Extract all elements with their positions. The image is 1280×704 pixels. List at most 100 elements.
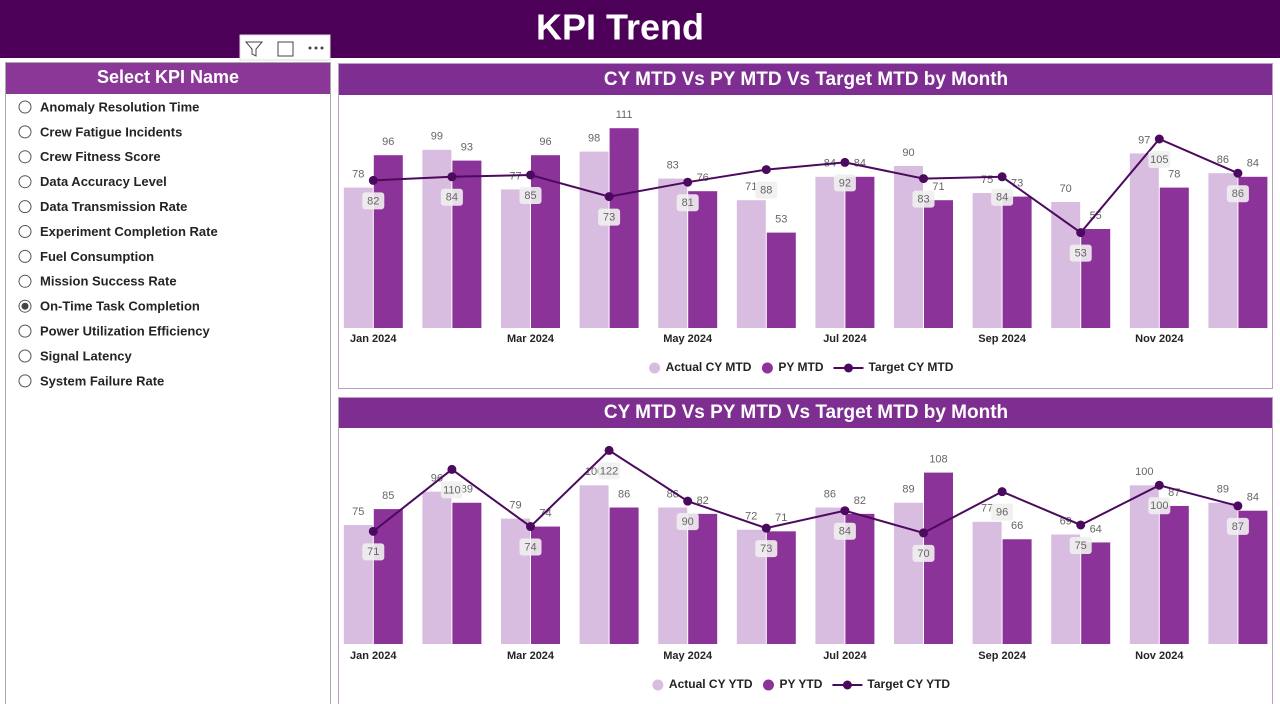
data-label: 81 — [682, 197, 694, 209]
x-tick-label: Nov 2024 — [1135, 650, 1184, 662]
slicer-option[interactable]: Data Transmission Rate — [40, 199, 187, 214]
x-tick-label: Sep 2024 — [978, 333, 1027, 345]
bar — [924, 200, 953, 328]
data-label: 83 — [667, 160, 679, 172]
legend-label: Target CY MTD — [869, 360, 954, 374]
data-label: 86 — [824, 488, 836, 500]
data-label: 78 — [352, 169, 364, 181]
target-line — [373, 137, 1239, 234]
data-label: 122 — [600, 465, 618, 477]
slicer-option[interactable]: Mission Success Rate — [40, 274, 177, 289]
slicer-option[interactable]: Anomaly Resolution Time — [40, 99, 199, 114]
data-label: 96 — [996, 507, 1008, 519]
slicer-option[interactable]: Power Utilization Efficiency — [40, 324, 211, 339]
data-label: 84 — [446, 192, 458, 204]
chart: Jan 2024 Mar 2024 May 2024 Jul 2024 Sep 2024… — [343, 109, 1268, 374]
data-label: 110 — [443, 484, 461, 496]
data-label-bg — [440, 481, 463, 499]
radio-button[interactable] — [18, 100, 32, 114]
radio-button[interactable] — [18, 225, 32, 238]
data-label-bg — [1148, 497, 1171, 515]
legend-marker — [842, 680, 852, 690]
filter-icon[interactable] — [244, 41, 264, 57]
data-label: 73 — [760, 543, 772, 555]
data-label-bg — [912, 190, 935, 208]
data-label-bg — [833, 174, 856, 192]
bar — [845, 176, 875, 328]
legend-label: Actual CY YTD — [669, 677, 753, 691]
bar — [343, 187, 373, 328]
radio-button[interactable] — [18, 274, 32, 288]
radio-button[interactable] — [18, 200, 32, 214]
data-label: 70 — [917, 548, 929, 560]
target-point — [919, 174, 928, 184]
chart: Jan 2024 Mar 2024 May 2024 Jul 2024 Sep 2024… — [343, 445, 1268, 691]
data-label: 88 — [760, 185, 772, 197]
bar — [373, 509, 403, 644]
data-label: 96 — [382, 136, 394, 148]
data-label: 53 — [775, 214, 787, 226]
chart-panel — [338, 63, 1273, 389]
bar — [579, 485, 609, 644]
bar — [531, 155, 560, 328]
slicer-option[interactable]: Fuel Consumption — [40, 249, 154, 264]
slicer-options: Anomaly Resolution Time Crew Fatigue Inci… — [18, 99, 218, 388]
data-label-bg — [1226, 517, 1249, 535]
data-label: 71 — [745, 181, 757, 193]
data-label: 87 — [1232, 521, 1244, 533]
data-label: 108 — [929, 454, 947, 466]
target-point — [1233, 501, 1243, 511]
more-icon[interactable] — [308, 46, 324, 50]
data-label-bg — [519, 538, 542, 556]
target-point — [761, 165, 771, 175]
target-point — [604, 445, 614, 455]
target-point — [919, 528, 928, 538]
bar — [579, 151, 609, 328]
focus-icon[interactable] — [277, 41, 294, 57]
data-label: 86 — [618, 488, 630, 500]
data-label-bg — [598, 462, 621, 480]
data-label: 86 — [1217, 154, 1229, 166]
radio-selected[interactable] — [21, 302, 29, 310]
target-line — [372, 449, 1239, 534]
data-label: 78 — [1168, 169, 1180, 181]
radio-button[interactable] — [18, 249, 32, 263]
radio-button[interactable] — [18, 374, 32, 388]
slicer-option[interactable]: Signal Latency — [40, 348, 133, 363]
radio-button[interactable] — [18, 349, 32, 363]
bar — [452, 160, 482, 328]
radio-button[interactable] — [18, 324, 32, 338]
x-tick-label: Jul 2024 — [823, 650, 867, 662]
bar — [894, 166, 923, 328]
slicer-option[interactable]: On-Time Task Completion — [40, 299, 200, 314]
bar — [766, 232, 796, 328]
data-label-bg — [676, 513, 699, 531]
slicer-option[interactable]: Crew Fitness Score — [40, 149, 161, 164]
chart-header — [339, 64, 1272, 95]
radio-button[interactable] — [18, 125, 32, 139]
data-label: 90 — [682, 516, 694, 528]
slicer-option[interactable]: Data Accuracy Level — [40, 174, 167, 189]
slicer-option[interactable]: Crew Fatigue Incidents — [40, 124, 182, 139]
target-point — [447, 172, 457, 182]
data-label: 84 — [996, 192, 1008, 204]
data-label: 84 — [1247, 492, 1259, 504]
bar — [1081, 542, 1111, 644]
slicer-option[interactable]: System Failure Rate — [40, 373, 164, 388]
x-tick-label: Jul 2024 — [823, 333, 867, 345]
data-label: 64 — [1090, 523, 1102, 535]
target-point — [526, 170, 535, 180]
radio-button[interactable] — [18, 175, 32, 189]
data-label: 73 — [1011, 178, 1023, 190]
bar — [373, 155, 403, 328]
data-label: 111 — [616, 109, 633, 121]
data-label: 84 — [1247, 158, 1259, 170]
target-point — [997, 487, 1007, 497]
chart-title: CY MTD Vs PY MTD Vs Target MTD by Month — [604, 69, 1008, 90]
bar — [1159, 187, 1189, 328]
slicer-option[interactable]: Experiment Completion Rate — [40, 224, 218, 239]
data-label: 96 — [539, 136, 551, 148]
target-point — [683, 496, 693, 506]
radio-button[interactable] — [18, 150, 32, 164]
target-point — [761, 523, 771, 533]
